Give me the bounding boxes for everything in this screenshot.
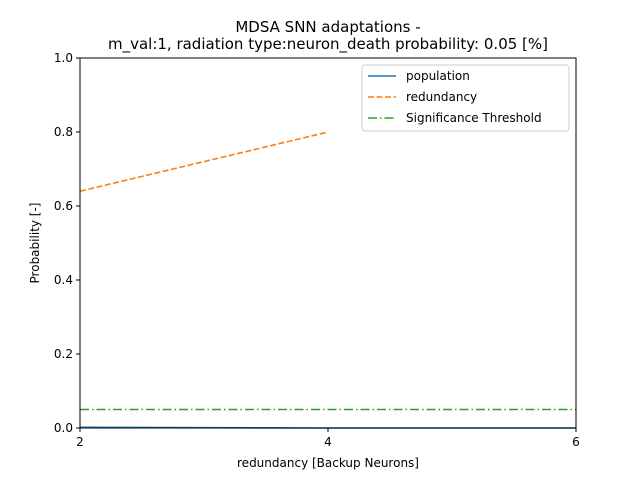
legend: population redundancy Significance Thresho… [361, 64, 570, 132]
y-tick-label: 0.6 [54, 199, 73, 213]
y-tick-label: 1.0 [54, 51, 73, 65]
chart-title-line-2: m_val:1, radiation type:neuron_death pro… [108, 35, 548, 54]
x-axis-label: redundancy [Backup Neurons] [237, 456, 419, 470]
legend-label: redundancy [406, 90, 477, 104]
x-tick-label: 4 [324, 435, 332, 449]
x-tick-label: 2 [76, 435, 84, 449]
y-tick-label: 0.0 [54, 421, 73, 435]
y-tick-label: 0.2 [54, 347, 73, 361]
axis-ticks: 2 4 6 0.0 0.2 0.4 0.6 0.8 1.0 [54, 51, 580, 449]
legend-label: Significance Threshold [406, 111, 542, 125]
y-tick-label: 0.8 [54, 125, 73, 139]
x-tick-label: 6 [572, 435, 580, 449]
axes-frame [79, 57, 577, 429]
legend-label: population [406, 69, 470, 83]
y-axis-label: Probability [-] [28, 203, 42, 284]
legend-box [361, 64, 570, 132]
chart-title-line-1: MDSA SNN adaptations - [235, 18, 420, 36]
y-tick-label: 0.4 [54, 273, 73, 287]
